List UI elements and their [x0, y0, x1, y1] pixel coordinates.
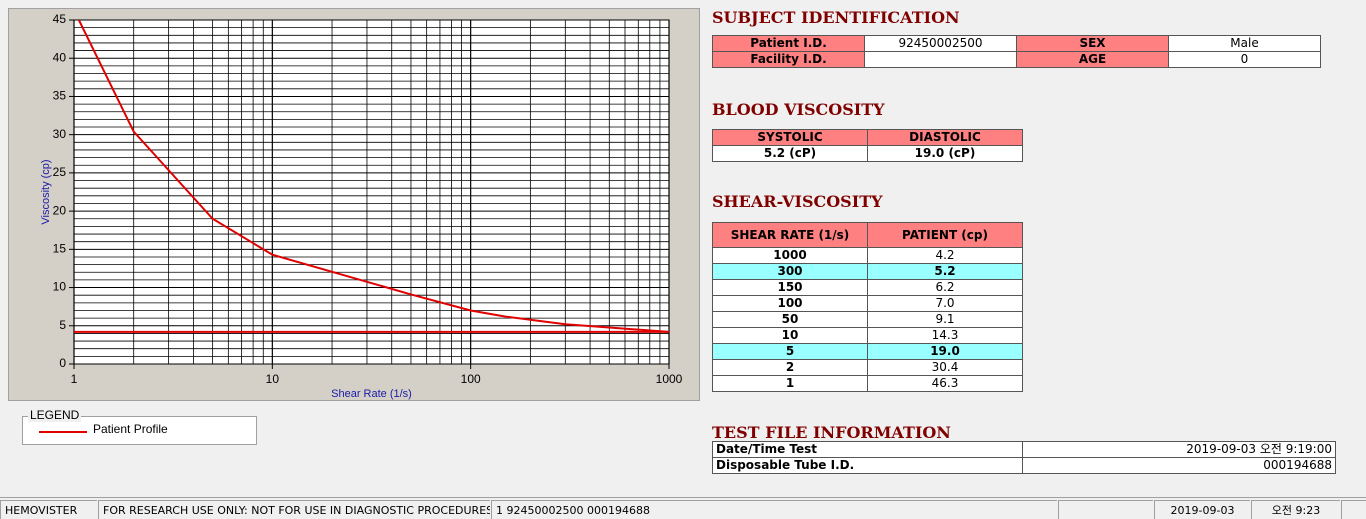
y-tick-label: 45: [53, 12, 67, 26]
table-cell: SEX: [1016, 35, 1169, 52]
table-row: Date/Time Test 2019-09-03 오전 9:19:00: [712, 441, 1336, 458]
table-row: 50 9.1: [712, 311, 1023, 328]
status-cell: [1341, 500, 1366, 519]
data-table: SHEAR RATE (1/s) PATIENT (cp) 1000 4.2 300 5.…: [712, 222, 1023, 392]
table-cell: 5: [712, 343, 868, 360]
table-cell: SHEAR RATE (1/s): [712, 222, 868, 248]
chart: 0 5 10 15 20 25 30 35 40 45 1 10 100 1000 Shear Rate (…: [40, 12, 683, 400]
table-cell: AGE: [1016, 51, 1169, 68]
table-cell: 4.2: [867, 247, 1023, 264]
table-cell: 5.2 (cP): [712, 145, 868, 162]
legend-swatch: [39, 431, 87, 433]
status-cell: HEMOVISTER: [0, 500, 97, 519]
x-axis-label: Shear Rate (1/s): [331, 388, 412, 400]
y-tick-label: 10: [53, 280, 67, 294]
table-cell: 30.4: [867, 359, 1023, 376]
table-cell: [864, 51, 1017, 68]
status-bar: HEMOVISTER FOR RESEARCH USE ONLY: NOT FOR…: [0, 497, 1366, 519]
data-table: Patient I.D. 92450002500 SEX Male Facility I…: [712, 35, 1321, 68]
table-cell: 100: [712, 295, 868, 312]
table-row: 100 7.0: [712, 295, 1023, 312]
table-row: SHEAR RATE (1/s) PATIENT (cp): [712, 222, 1023, 248]
table-cell: 6.2: [867, 279, 1023, 296]
table-cell: 50: [712, 311, 868, 328]
plot-border: [73, 19, 670, 365]
section-heading: BLOOD VISCOSITY: [712, 100, 885, 119]
table-cell: 92450002500: [864, 35, 1017, 52]
table-row: 300 5.2: [712, 263, 1023, 280]
y-tick-label: 35: [53, 89, 67, 103]
y-axis-label: Viscosity (cp): [40, 159, 52, 224]
table-row: SYSTOLIC DIASTOLIC: [712, 129, 1023, 146]
table-cell: Facility I.D.: [712, 51, 865, 68]
legend-title: LEGEND: [28, 408, 82, 422]
table-cell: 19.0: [867, 343, 1023, 360]
table-cell: DIASTOLIC: [867, 129, 1023, 146]
y-tick-label: 30: [53, 127, 67, 141]
table-cell: PATIENT (cp): [867, 222, 1023, 248]
table-row: 1 46.3: [712, 375, 1023, 392]
status-cell: [1058, 500, 1153, 519]
section-heading: TEST FILE INFORMATION: [712, 423, 951, 442]
table-cell: Male: [1168, 35, 1321, 52]
table-row: Disposable Tube I.D. 000194688: [712, 457, 1336, 474]
table-cell: 9.1: [867, 311, 1023, 328]
table-cell: 19.0 (cP): [867, 145, 1023, 162]
y-tick-label: 25: [53, 165, 67, 179]
table-cell: 300: [712, 263, 868, 280]
table-cell: 5.2: [867, 263, 1023, 280]
status-cell: 1 92450002500 000194688: [491, 500, 1057, 519]
y-tick-label: 20: [53, 203, 67, 217]
table-row: 5.2 (cP) 19.0 (cP): [712, 145, 1023, 162]
data-line: [77, 20, 669, 333]
table-cell: 10: [712, 327, 868, 344]
data-table: Date/Time Test 2019-09-03 오전 9:19:00 Dispo…: [712, 441, 1336, 474]
table-row: Facility I.D. AGE 0: [712, 51, 1321, 68]
y-tick-label: 5: [59, 318, 66, 332]
data-table: SYSTOLIC DIASTOLIC 5.2 (cP) 19.0 (cP): [712, 129, 1023, 162]
section-heading: SUBJECT IDENTIFICATION: [712, 8, 960, 27]
x-tick-label: 100: [461, 372, 481, 386]
table-cell: 0: [1168, 51, 1321, 68]
y-tick-label: 0: [59, 356, 66, 370]
plot-area: [74, 20, 669, 364]
legend-label: Patient Profile: [93, 422, 168, 436]
table-row: Patient I.D. 92450002500 SEX Male: [712, 35, 1321, 52]
table-cell: 1: [712, 375, 868, 392]
chart-panel: 0 5 10 15 20 25 30 35 40 45 1 10 100 1000 Shear Rate (…: [8, 8, 700, 401]
x-tick-label: 10: [266, 372, 280, 386]
y-tick-label: 15: [53, 242, 67, 256]
table-cell: Patient I.D.: [712, 35, 865, 52]
table-cell: 2: [712, 359, 868, 376]
table-row: 1000 4.2: [712, 247, 1023, 264]
table-row: 2 30.4: [712, 359, 1023, 376]
table-cell: 7.0: [867, 295, 1023, 312]
x-tick-label: 1: [71, 372, 78, 386]
status-cell: 오전 9:23: [1251, 500, 1340, 519]
table-cell: 46.3: [867, 375, 1023, 392]
table-row: 5 19.0: [712, 343, 1023, 360]
status-cell: 2019-09-03: [1154, 500, 1250, 519]
table-cell: Disposable Tube I.D.: [712, 457, 1023, 474]
x-tick-label: 1000: [656, 372, 683, 386]
table-cell: 000194688: [1022, 457, 1336, 474]
table-cell: SYSTOLIC: [712, 129, 868, 146]
table-cell: 1000: [712, 247, 868, 264]
table-cell: Date/Time Test: [712, 441, 1023, 458]
table-row: 150 6.2: [712, 279, 1023, 296]
table-cell: 14.3: [867, 327, 1023, 344]
y-tick-label: 40: [53, 50, 67, 64]
section-heading: SHEAR-VISCOSITY: [712, 192, 883, 211]
status-cell: FOR RESEARCH USE ONLY: NOT FOR USE IN DI…: [98, 500, 490, 519]
table-row: 10 14.3: [712, 327, 1023, 344]
table-cell: 150: [712, 279, 868, 296]
table-cell: 2019-09-03 오전 9:19:00: [1022, 441, 1336, 458]
